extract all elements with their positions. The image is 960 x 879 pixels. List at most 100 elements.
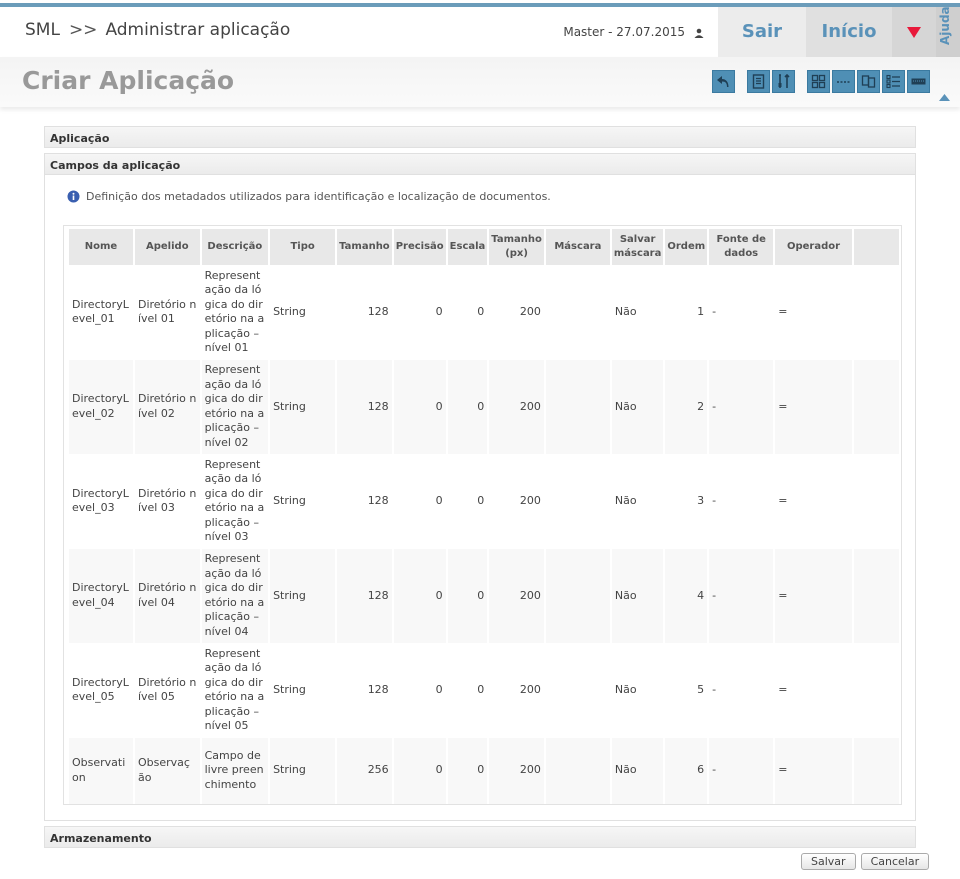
section-campos-label: Campos da aplicação (50, 159, 181, 172)
cell-precisao: 0 (393, 548, 446, 643)
cell-tamanho: 128 (337, 359, 392, 454)
cell-operador: = (778, 305, 788, 318)
cell-nome: Observation (69, 737, 133, 804)
section-aplicacao[interactable]: Aplicação (44, 126, 916, 148)
cell-operador: = (778, 494, 788, 507)
table-row[interactable]: DirectoryLevel_04 Diretório nível 04 Repre… (69, 548, 899, 643)
triangle-down-icon (907, 27, 921, 38)
info-icon (67, 190, 80, 203)
list-button[interactable] (882, 70, 905, 93)
cell-tamanho: 128 (367, 305, 389, 318)
cell-fonte: - (712, 305, 717, 318)
collapse-up-icon[interactable] (939, 94, 950, 101)
table-row[interactable]: DirectoryLevel_03 Diretório nível 03 Repre… (69, 454, 899, 549)
app-header: SML >> Administrar aplicação Master - 27.0… (0, 6, 960, 57)
back-button[interactable] (712, 70, 735, 93)
table-row[interactable]: DirectoryLevel_01 Diretório nível 01 Repre… (69, 265, 899, 360)
cell-nome: DirectoryLevel_05 (72, 675, 129, 704)
column-header: Nome (69, 229, 133, 265)
tools-icon (778, 74, 790, 88)
cell-salvar-mascara: Não (614, 683, 637, 696)
section-aplicacao-label: Aplicação (50, 132, 110, 145)
help-label: Ajuda (938, 6, 952, 45)
table-row[interactable]: DirectoryLevel_05 Diretório nível 05 Repre… (69, 643, 899, 738)
user-info-text: Master - 27.07.2015 (563, 25, 685, 39)
save-button[interactable]: Salvar (801, 853, 856, 870)
cell-fonte: - (709, 548, 774, 643)
cell-tamanho: 128 (367, 683, 389, 696)
grid-button[interactable] (807, 70, 830, 93)
cell-operador: = (775, 359, 852, 454)
table-header-row: Nome Apelido Descrição Tipo Tamanho Precisão E… (69, 229, 899, 265)
table-row[interactable]: Observation Observação Campo de livre pree… (69, 737, 899, 804)
separator-button[interactable] (832, 70, 855, 93)
cell-fonte: - (709, 737, 774, 804)
cell-salvar-mascara: Não (614, 305, 637, 318)
table-row[interactable]: DirectoryLevel_02 Diretório nível 02 Repre… (69, 359, 899, 454)
back-icon (717, 76, 729, 87)
user-icon[interactable] (694, 27, 704, 38)
cell-mascara (546, 643, 610, 738)
column-header: Ordem (665, 229, 708, 265)
cell-nome: DirectoryLevel_02 (69, 359, 133, 454)
section-armazenamento-label: Armazenamento (50, 832, 152, 845)
cell-tamanho-px: 200 (489, 359, 544, 454)
fields-table-container: Nome Apelido Descrição Tipo Tamanho Precisão E… (63, 225, 902, 805)
cell-descricao: Representação da lógica do diretório na … (204, 268, 265, 355)
section-campos[interactable]: Campos da aplicação (44, 153, 916, 175)
cell-tamanho-px: 200 (519, 494, 541, 507)
list-icon (886, 74, 900, 89)
breadcrumb-system[interactable]: SML (25, 20, 60, 40)
home-button[interactable]: Início (806, 7, 892, 57)
cell-precisao: 0 (435, 305, 443, 318)
cell-escala: 0 (477, 494, 485, 507)
cell-tamanho: 128 (367, 494, 389, 507)
cell-apelido: Diretório nível 04 (134, 548, 200, 643)
copy-button[interactable] (857, 70, 880, 93)
column-header: Precisão (393, 229, 446, 265)
document-icon (752, 74, 765, 89)
cell-descricao: Campo de livre preenchimento (201, 737, 269, 804)
cell-tipo: String (273, 305, 306, 318)
section-armazenamento[interactable]: Armazenamento (44, 826, 916, 848)
cell-escala: 0 (447, 359, 488, 454)
cell-tipo: String (273, 683, 306, 696)
cell-apelido: Observação (134, 737, 200, 804)
cell-apelido: Diretório nível 02 (134, 359, 200, 454)
column-header (853, 229, 899, 265)
keyboard-icon (911, 78, 926, 85)
cell-fonte: - (709, 359, 774, 454)
cell-ordem: 1 (697, 305, 705, 318)
campos-panel: Definição dos metadados utilizados para … (44, 175, 916, 821)
cell-mascara (546, 454, 610, 549)
menu-dropdown-button[interactable] (892, 7, 936, 57)
breadcrumb-module: Administrar aplicação (105, 20, 291, 40)
tools-button[interactable] (772, 70, 795, 93)
document-button[interactable] (747, 70, 770, 93)
info-text: Definição dos metadados utilizados para … (86, 190, 551, 203)
column-header: Tamanho (px) (489, 229, 544, 265)
form-actions: Salvar Cancelar (801, 853, 930, 870)
cell-empty (853, 359, 899, 454)
cell-empty (854, 265, 899, 360)
copy-icon (861, 75, 876, 88)
help-button[interactable]: Ajuda (936, 6, 960, 57)
cell-precisao: 0 (393, 359, 446, 454)
cell-tamanho-px: 200 (519, 305, 541, 318)
cell-empty (853, 737, 899, 804)
keyboard-button[interactable] (907, 70, 930, 93)
column-header: Escala (447, 229, 488, 265)
cell-tipo: String (270, 737, 336, 804)
cancel-button[interactable]: Cancelar (860, 853, 930, 870)
cell-tamanho: 256 (337, 737, 392, 804)
cell-precisao: 0 (435, 683, 443, 696)
cell-ordem: 3 (697, 494, 705, 507)
cell-ordem: 4 (665, 548, 708, 643)
page-title: Criar Aplicação (22, 66, 235, 95)
logout-button[interactable]: Sair (718, 7, 806, 57)
cell-salvar-mascara: Não (614, 494, 637, 507)
column-header: Apelido (134, 229, 200, 265)
cell-tamanho-px: 200 (519, 683, 541, 696)
cell-mascara (546, 265, 610, 360)
cell-escala: 0 (447, 548, 488, 643)
